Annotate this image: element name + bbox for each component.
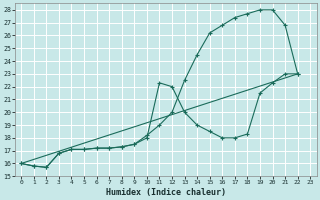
X-axis label: Humidex (Indice chaleur): Humidex (Indice chaleur) [106, 188, 226, 197]
